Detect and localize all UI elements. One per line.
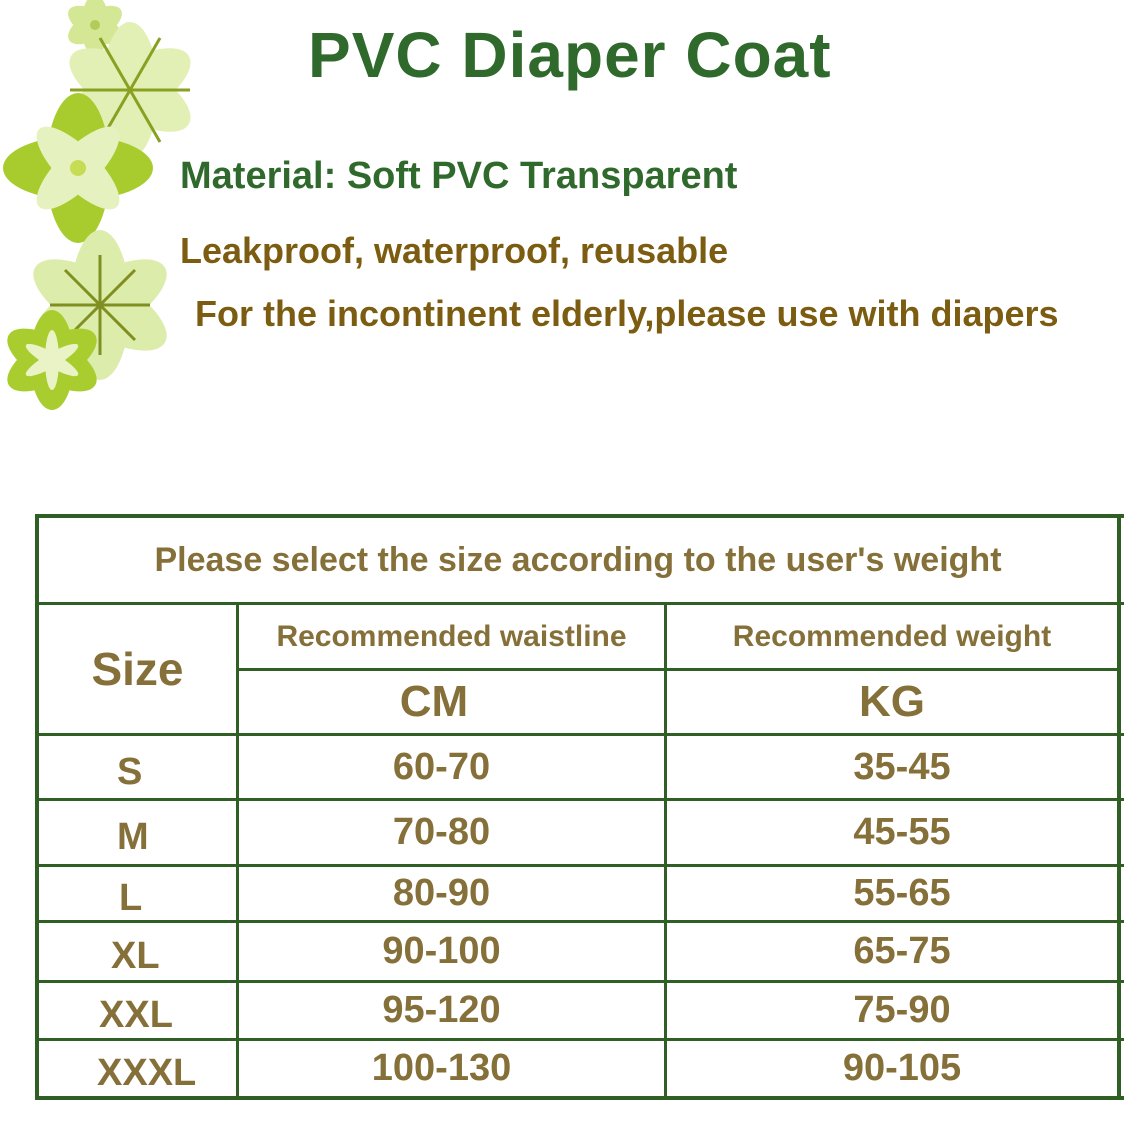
table-caption: Please select the size according to the … bbox=[154, 540, 1002, 579]
cell-size: XL bbox=[111, 935, 160, 977]
table-border bbox=[35, 733, 1124, 736]
flower-decoration bbox=[3, 0, 191, 410]
table-border bbox=[35, 1038, 1124, 1041]
cell-weight: 35-45 bbox=[853, 745, 951, 788]
cell-size: XXXL bbox=[97, 1052, 197, 1094]
flower-icon bbox=[69, 22, 191, 158]
cell-size: M bbox=[117, 816, 149, 858]
header-weight: Recommended weight bbox=[732, 619, 1052, 653]
table-border bbox=[35, 798, 1124, 801]
cell-waist: 60-70 bbox=[392, 745, 491, 788]
cell-weight: 45-55 bbox=[853, 811, 951, 853]
cell-waist: 95-120 bbox=[382, 989, 501, 1031]
header-size: Size bbox=[91, 643, 184, 695]
flower-icon bbox=[3, 93, 153, 243]
cell-size: S bbox=[117, 750, 143, 793]
table-border bbox=[35, 920, 1124, 923]
flower-icon bbox=[7, 310, 97, 410]
table-border bbox=[1117, 514, 1121, 1100]
table-border bbox=[35, 1096, 1124, 1100]
table-border bbox=[35, 514, 1124, 518]
cell-weight: 75-90 bbox=[853, 989, 951, 1031]
cell-weight: 55-65 bbox=[853, 872, 951, 914]
table-border bbox=[35, 980, 1124, 983]
header-waistline: Recommended waistline bbox=[276, 619, 627, 653]
cell-waist: 70-80 bbox=[392, 811, 491, 853]
table-border bbox=[236, 602, 239, 1098]
table-border bbox=[236, 668, 1121, 671]
table-border bbox=[35, 602, 1124, 605]
table-border bbox=[664, 602, 667, 1098]
cell-waist: 90-100 bbox=[382, 930, 501, 972]
features-line: Leakproof, waterproof, reusable bbox=[180, 230, 729, 271]
table-border bbox=[35, 514, 39, 1100]
usage-line: For the incontinent elderly,please use w… bbox=[195, 293, 1059, 334]
table-border bbox=[35, 864, 1124, 867]
header-cm: CM bbox=[399, 677, 469, 726]
cell-waist: 80-90 bbox=[392, 872, 491, 914]
cell-waist: 100-130 bbox=[371, 1047, 512, 1089]
material-line: Material: Soft PVC Transparent bbox=[180, 155, 738, 197]
cell-weight: 90-105 bbox=[842, 1047, 962, 1089]
header-kg: KG bbox=[859, 677, 925, 726]
page-title: PVC Diaper Coat bbox=[308, 19, 832, 91]
cell-weight: 65-75 bbox=[853, 930, 951, 972]
cell-size: L bbox=[119, 877, 143, 919]
flower-icon bbox=[68, 0, 122, 55]
cell-size: XXL bbox=[99, 994, 173, 1036]
